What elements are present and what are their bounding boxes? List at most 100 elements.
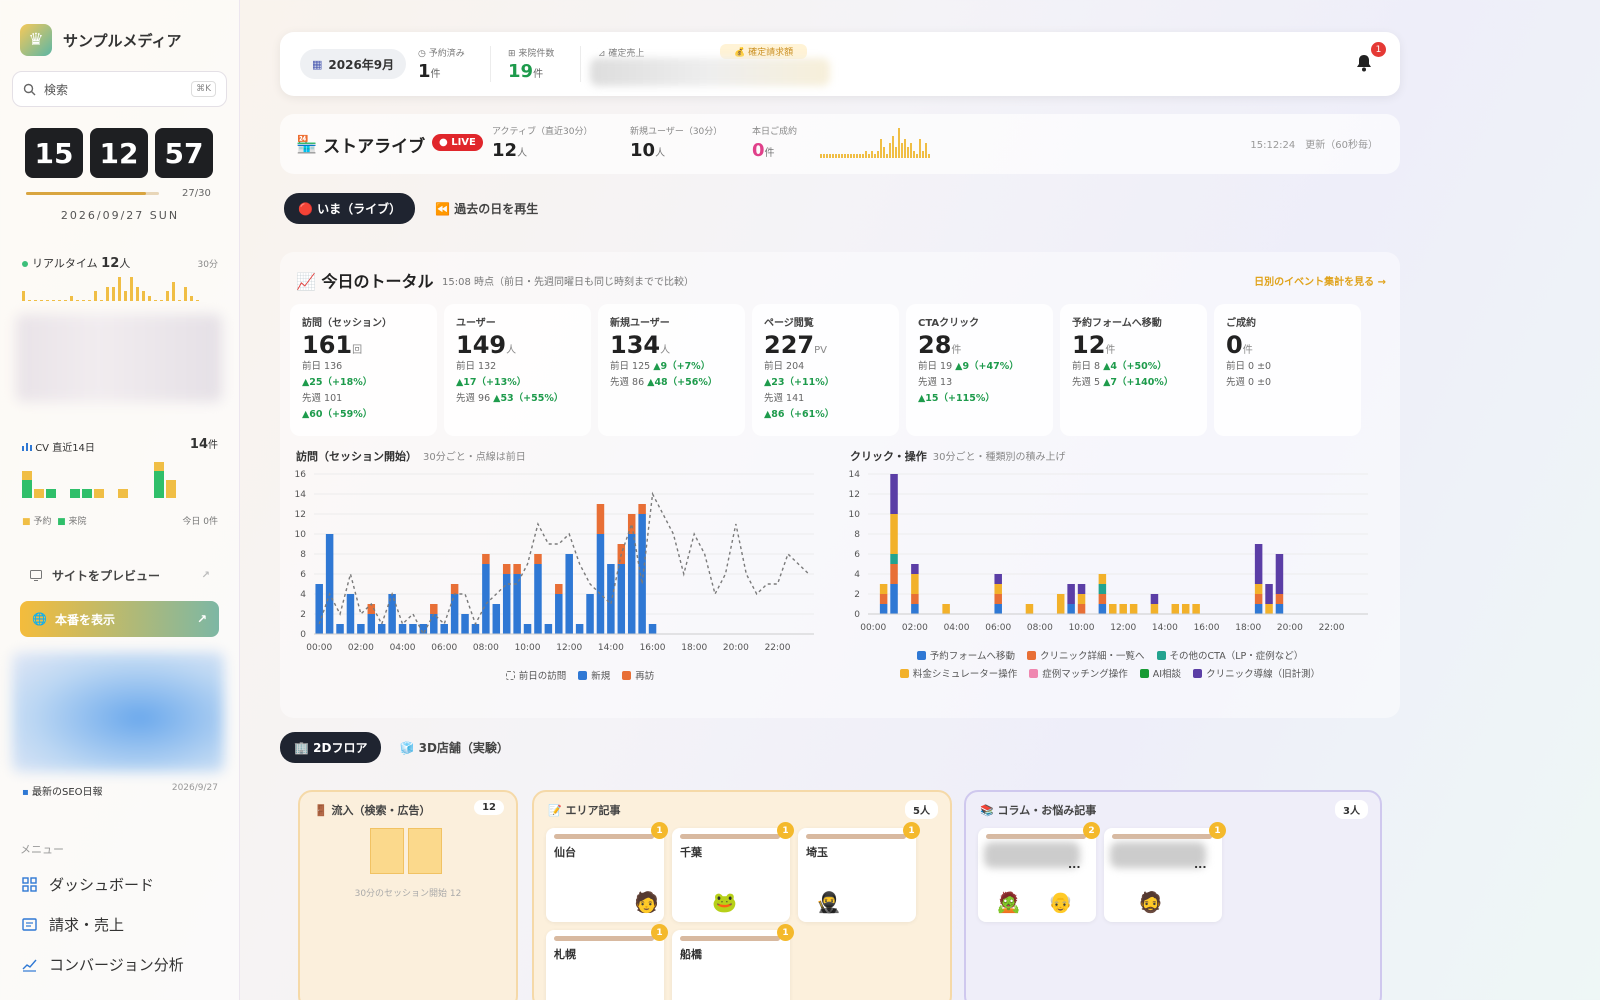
live-active-value: 12 (492, 140, 518, 161)
bar-新規 (440, 624, 448, 634)
bar-新規 (325, 534, 334, 634)
metric-card[interactable]: 訪問（セッション） 161回 前日 136 ▲25（+18%） 先週 101 ▲60（+5… (290, 304, 437, 436)
menu-item-conversion[interactable]: コンバージョン分析 (22, 954, 184, 975)
legend-item[interactable]: 再訪 (622, 668, 654, 682)
cv-widget[interactable]: CV 直近14日 14件 (22, 437, 218, 454)
legend-item[interactable]: 症例マッチング操作 (1029, 666, 1128, 680)
bar-新規 (534, 564, 542, 634)
legend-item[interactable]: AI相談 (1139, 666, 1181, 680)
bar-再訪 (430, 604, 438, 614)
metric-card[interactable]: ページ閲覧 227PV 前日 204 ▲23（+11%） 先週 141 ▲86（+61%） (752, 304, 899, 436)
legend-item[interactable]: 料金シミュレーター操作 (899, 666, 1017, 680)
room-chiba[interactable]: 千葉 1 🐸 (672, 822, 794, 922)
menu-heading: メニュー (20, 843, 64, 856)
x-tick-label: 12:00 (1110, 623, 1136, 633)
tab-replay[interactable]: ⏪ 過去の日を再生 (435, 202, 539, 216)
legend-item[interactable]: 予約フォームへ移動 (916, 648, 1015, 662)
external-link-icon: ↗ (196, 612, 207, 626)
bar-クリニック導線（旧計測） (1254, 544, 1263, 584)
metric-value: 134 (610, 331, 661, 359)
room-sendai[interactable]: 仙台 1 🧑 (546, 822, 668, 922)
zone-inflow-title: 🚪 流入（検索・広告） (314, 804, 431, 817)
x-tick-label: 14:00 (1152, 623, 1178, 633)
bar-料金シミュレーター操作 (879, 584, 888, 594)
spark-bar (160, 300, 163, 301)
spark-bar (76, 300, 79, 301)
room-badge: 1 (903, 822, 920, 839)
bar-料金シミュレーター操作 (1056, 594, 1065, 614)
room-funabashi[interactable]: 船橋 1 (672, 924, 794, 1000)
spark-bar (826, 154, 828, 158)
y-tick-label: 12 (295, 510, 306, 520)
stat-visits: ⊞ 来院件数 19件 (508, 46, 554, 82)
spark-bar (196, 300, 199, 301)
metric-card[interactable]: ユーザー 149人 前日 132 ▲17（+13%） 先週 96 ▲53（+55%） (444, 304, 591, 436)
spark-bar (835, 154, 837, 158)
tab-3d-store[interactable]: 🧊 3D店舗（実験） (399, 741, 509, 755)
zone-column-articles: 📚 コラム・お悩み記事 3人 ... 2 🧟 👴 ... 1 🧔 (964, 790, 1382, 1000)
notification-badge: 1 (1371, 42, 1386, 57)
spark-bar (886, 154, 888, 158)
legend-item[interactable]: 前日の訪問 (505, 668, 567, 682)
menu-item-dashboard[interactable]: ダッシュボード (22, 874, 154, 895)
live-active: アクティブ（直近30分） 12人 (492, 124, 592, 161)
room-saitama[interactable]: 埼玉 1 🥷 (798, 822, 920, 922)
spark-bar (913, 150, 915, 158)
metric-comparison: 先週 141 (764, 393, 805, 404)
room-column-1[interactable]: ... 2 🧟 👴 (978, 822, 1100, 922)
bar-新規 (565, 554, 573, 634)
x-tick-label: 00:00 (860, 623, 886, 633)
search-input[interactable]: 検索 ⌘K (12, 71, 227, 107)
x-tick-label: 22:00 (765, 643, 791, 653)
blurred-title (1110, 842, 1206, 868)
event-summary-link[interactable]: 日別のイベント集計を見る → (1254, 277, 1386, 288)
bar-予約フォームへ移動 (890, 584, 898, 614)
legend-item[interactable]: クリニック詳細・一覧へ (1026, 648, 1145, 662)
seo-report-link[interactable]: ▪ 最新のSEO日報 2026/9/27 (22, 783, 218, 798)
legend-label: 前日の訪問 (518, 671, 567, 682)
legend-label: 新規 (591, 671, 611, 682)
legend-item[interactable]: その他のCTA（LP・症例など） (1156, 648, 1303, 662)
clock-progress-fill (26, 192, 146, 195)
tab-live[interactable]: 🔴 いま（ライブ） (284, 193, 416, 224)
legend-item[interactable]: 新規 (578, 668, 610, 682)
bar-新規 (482, 564, 490, 634)
x-tick-label: 20:00 (1277, 623, 1303, 633)
cv-legend: ■ 予約 ■ 来院 今日 0件 (22, 514, 218, 527)
production-button[interactable]: 🌐 本番を表示 ↗ (20, 601, 219, 637)
spark-bar (925, 143, 927, 158)
legend-item[interactable]: クリニック導線（旧計測） (1193, 666, 1320, 680)
menu-item-billing[interactable]: 請求・売上 (22, 914, 124, 935)
spark-bar (871, 150, 873, 158)
tab-2d-floor[interactable]: 🏢 2Dフロア (280, 732, 382, 763)
x-tick-label: 04:00 (390, 643, 416, 653)
metric-label: CTAクリック (918, 318, 980, 329)
room-sapporo[interactable]: 札幌 1 (546, 924, 668, 1000)
zone-area-articles: 📝 エリア記事 5人 仙台 1 🧑 千葉 1 🐸 埼玉 1 🥷 札幌 1 船橋 1 (532, 790, 952, 1000)
clock-progress (26, 192, 159, 195)
room-column-2[interactable]: ... 1 🧔 (1104, 822, 1226, 922)
spark-bar (178, 300, 181, 301)
metric-comparison: ▲25（+18%） (302, 377, 373, 388)
report-icon: ▪ (22, 787, 29, 798)
bar-新規 (617, 564, 626, 634)
bell-icon[interactable] (1356, 54, 1372, 72)
realtime-value: 12 (101, 256, 120, 271)
metric-card[interactable]: ご成約 0件 前日 0 ±0 先週 0 ±0 (1214, 304, 1361, 436)
metric-card[interactable]: CTAクリック 28件 前日 19 ▲9（+47%） 先週 13 ▲15（+115%） (906, 304, 1053, 436)
seo-date: 2026/9/27 (171, 783, 218, 793)
bar-予約フォームへ移動 (1098, 604, 1107, 614)
month-selector[interactable]: ▦ 2026年9月 (300, 49, 407, 79)
x-tick-label: 12:00 (556, 643, 582, 653)
summary-bar: ▦ 2026年9月 ◷ 予約済み 1件 ⊞ 来院件数 19件 ⊿ 確定売上 💰 … (280, 32, 1400, 96)
metric-label: ページ閲覧 (764, 318, 814, 329)
metric-card[interactable]: 予約フォームへ移動 12件 前日 8 ▲4（+50%） 先週 5 ▲7（+140%） (1060, 304, 1207, 436)
y-tick-label: 0 (854, 610, 860, 620)
metric-label: ご成約 (1226, 318, 1256, 329)
realtime-widget[interactable]: リアルタイム 12人 30分 (22, 255, 218, 271)
seo-report-thumbnail[interactable] (12, 652, 224, 772)
cv-bar (166, 480, 176, 498)
metric-card[interactable]: 新規ユーザー 134人 前日 125 ▲9（+7%） 先週 86 ▲48（+56%） (598, 304, 745, 436)
site-preview-button[interactable]: サイトをプレビュー ↗ (30, 567, 210, 584)
brand[interactable]: ♛ サンプルメディア (20, 24, 182, 56)
